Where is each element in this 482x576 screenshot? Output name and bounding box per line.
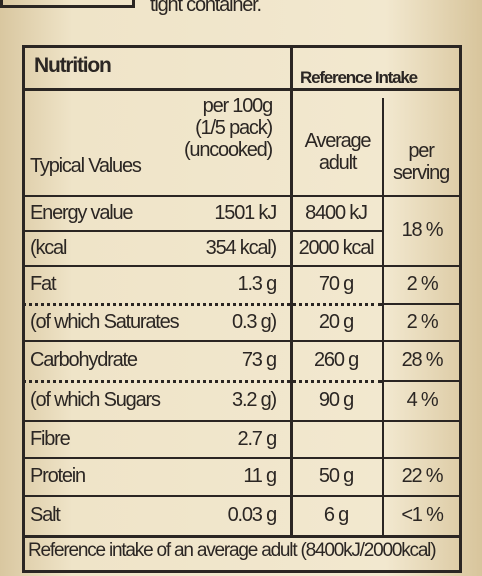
cell-value: 6 g — [323, 504, 349, 526]
cell-value: 90 g — [318, 389, 354, 411]
outer-box — [22, 45, 462, 573]
row-label: (of which Sugars — [30, 389, 161, 411]
rule — [382, 303, 462, 305]
cell-value: 2 % — [406, 310, 439, 333]
rule — [22, 303, 382, 306]
rule — [382, 380, 462, 382]
cell-value: 3.2 g) — [232, 389, 277, 411]
cell-value: 73 g — [241, 349, 277, 371]
cell-value: 260 g — [313, 349, 359, 371]
cell-value: 2000 kcal — [298, 236, 375, 259]
rule — [22, 265, 462, 267]
cell-value: 50 g — [318, 465, 354, 487]
top-text: tight container. — [150, 0, 262, 16]
top-box — [0, 0, 135, 8]
row-label: Fibre — [30, 427, 71, 450]
cell-value: 8400 kJ — [305, 201, 368, 224]
cell-value: 70 g — [318, 273, 354, 295]
title: Nutrition — [34, 54, 112, 77]
row-label: Carbohydrate — [30, 349, 138, 371]
column-header: per 100g — [202, 95, 274, 117]
rule — [290, 45, 293, 535]
column-header: serving — [392, 162, 450, 184]
cell-value: 1.3 g — [237, 273, 278, 295]
row-label: Salt — [30, 504, 61, 526]
column-header: (uncooked) — [183, 139, 273, 161]
footer: Reference intake of an average adult (84… — [28, 540, 437, 561]
rule — [22, 195, 462, 197]
cell-value: 2 % — [406, 273, 439, 295]
rule — [22, 495, 462, 497]
rule — [22, 380, 382, 383]
cell-value: 20 g — [318, 310, 354, 333]
row-label: (kcal — [30, 236, 67, 259]
row-label: Fat — [30, 273, 57, 295]
cell-value: 0.03 g — [227, 504, 278, 526]
rule — [22, 535, 462, 538]
rule — [22, 457, 462, 459]
reference-title: Reference Intake — [300, 68, 418, 87]
rule — [382, 98, 384, 535]
cell-value: 0.3 g) — [232, 310, 277, 333]
cell-value: 4 % — [406, 389, 439, 411]
cell-value: 1501 kJ — [214, 201, 277, 224]
rule — [22, 340, 462, 342]
cell-value: 11 g — [243, 465, 277, 487]
row-label: Energy value — [30, 201, 134, 224]
cell-value: <1 % — [401, 504, 444, 526]
column-header: (1/5 pack) — [195, 117, 273, 139]
rule — [22, 88, 462, 91]
row-label: (of which Saturates — [30, 310, 180, 333]
cell-value: 28 % — [401, 349, 444, 371]
column-header: adult — [318, 152, 358, 174]
rule — [22, 230, 382, 232]
cell-value: 18 % — [401, 219, 444, 241]
row-label: Protein — [30, 465, 86, 487]
cell-value: 354 kcal) — [205, 236, 278, 259]
cell-value: 22 % — [401, 465, 444, 487]
column-header: Average — [304, 130, 372, 152]
rule — [22, 420, 462, 422]
cell-value: 2.7 g — [237, 427, 278, 450]
column-header: Typical Values — [30, 155, 142, 177]
column-header: per — [408, 140, 435, 162]
